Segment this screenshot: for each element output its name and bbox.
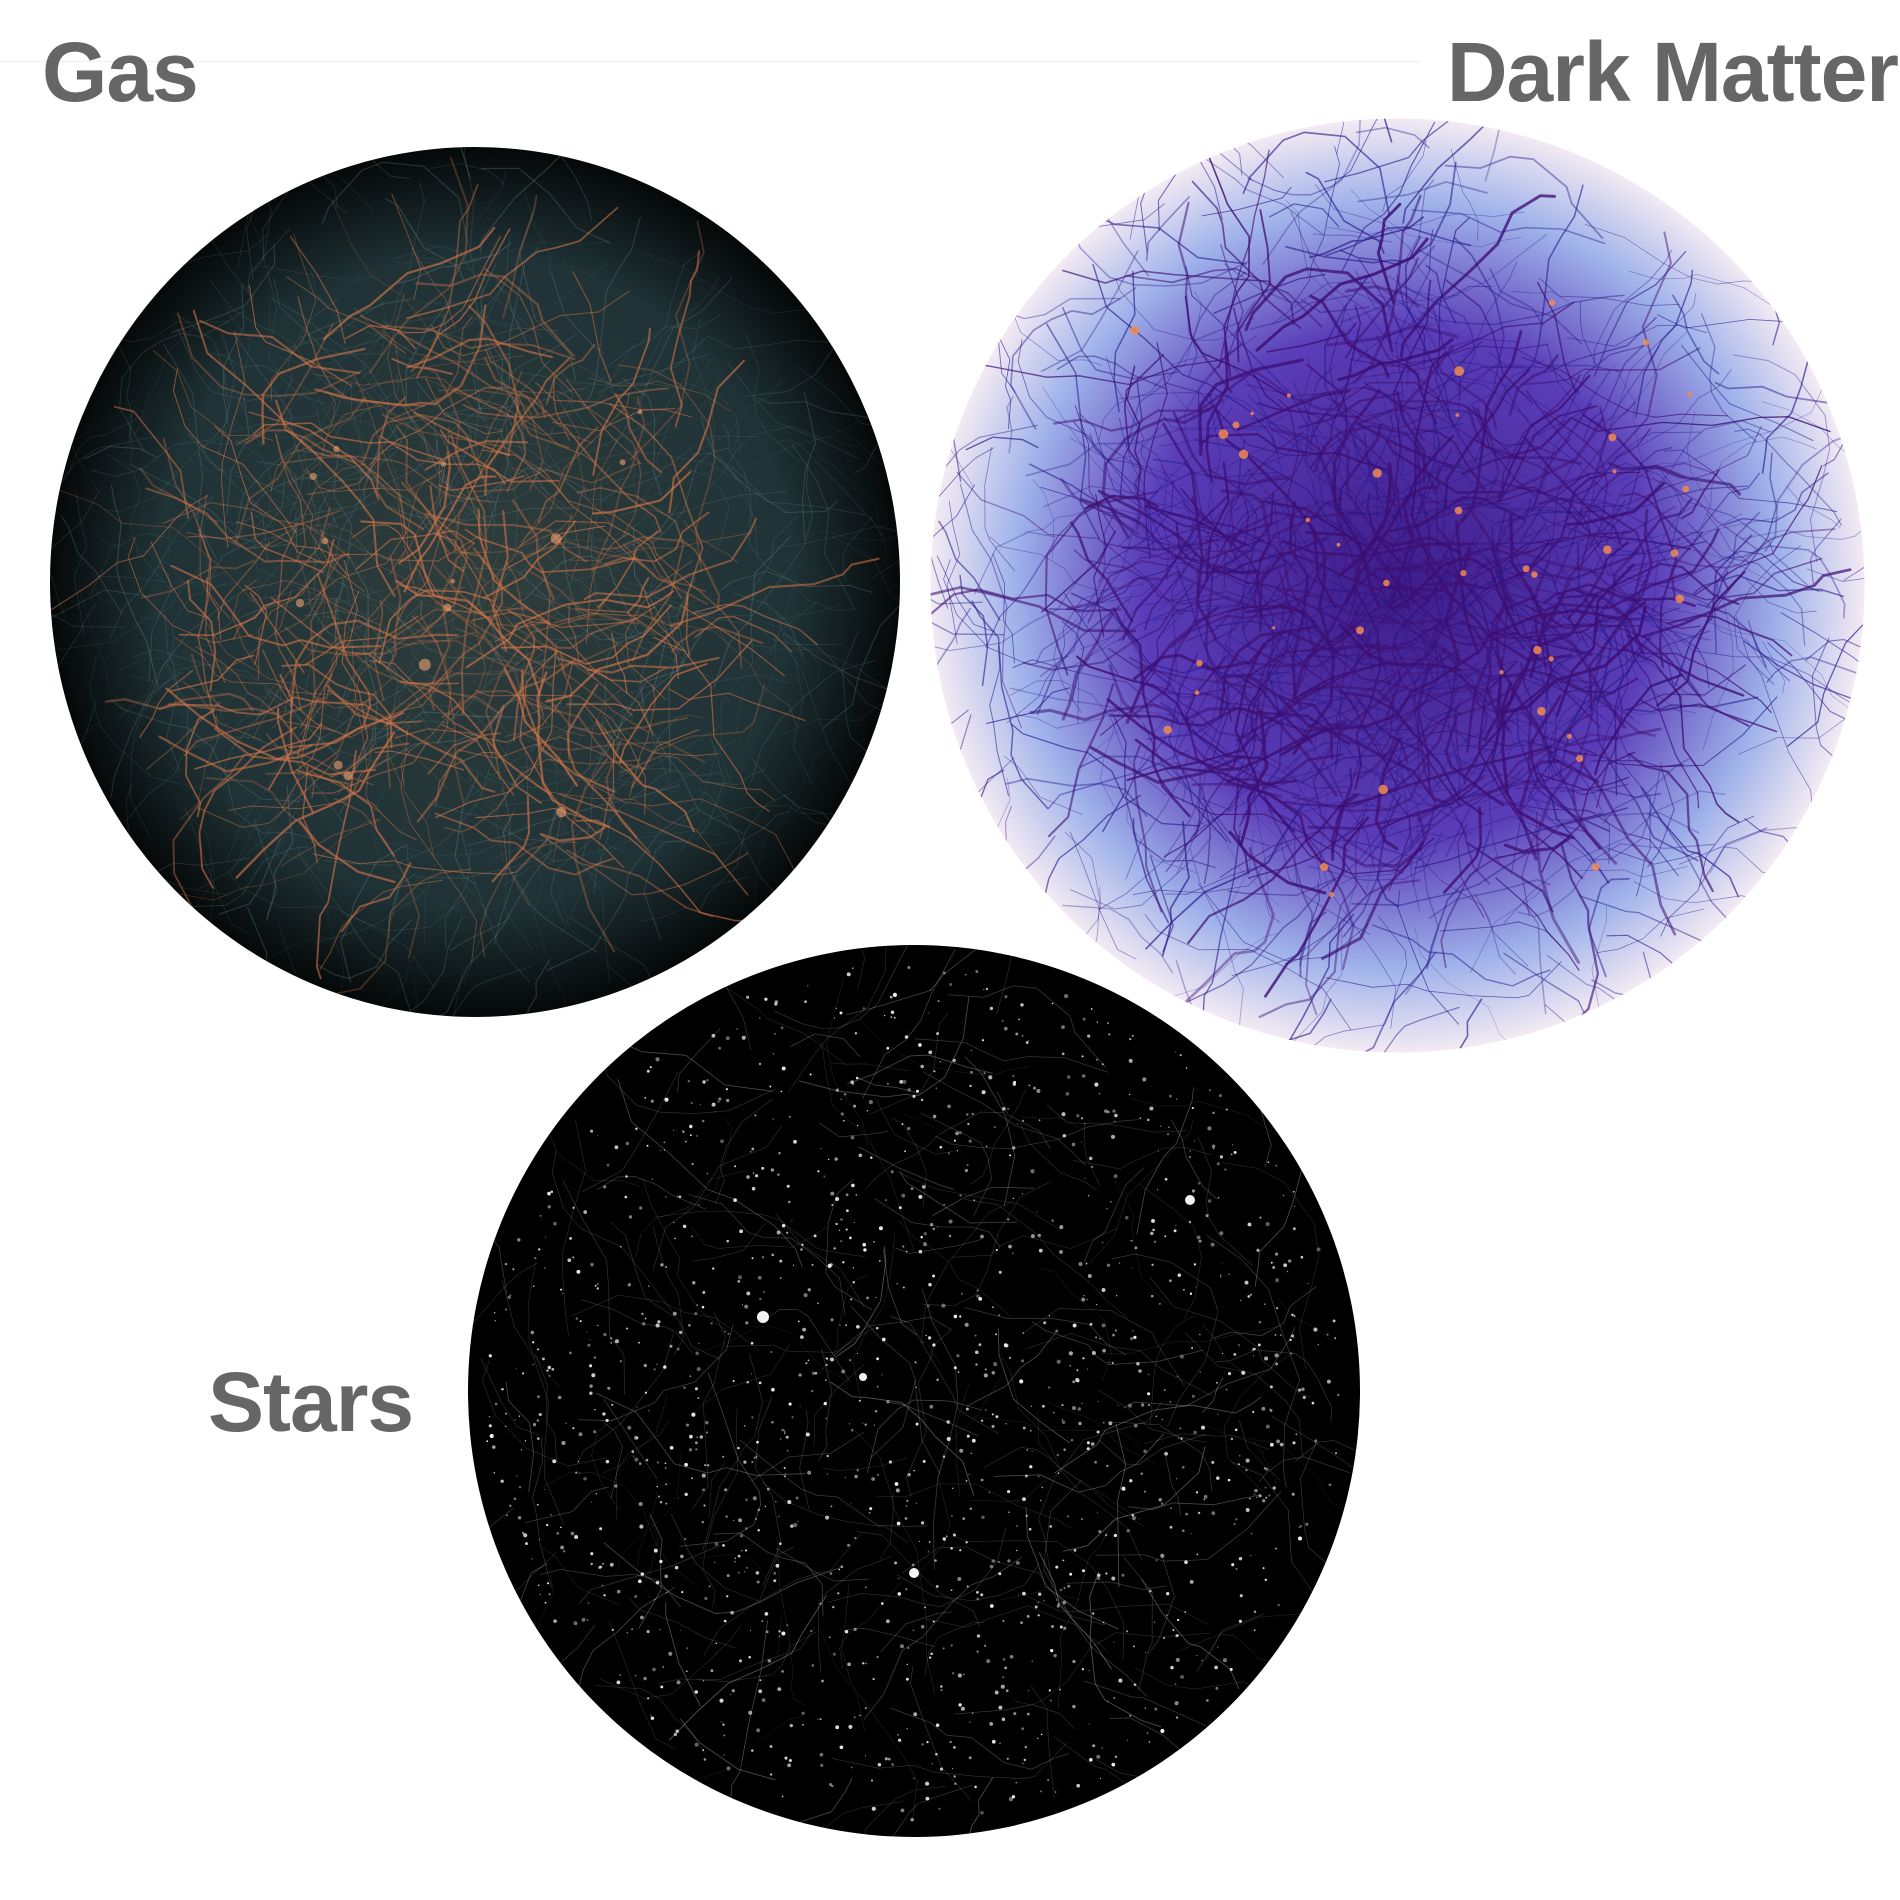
gas-disc-render [50, 147, 900, 1017]
stars-disc-image [468, 945, 1360, 1837]
gas-disc-image [50, 147, 900, 1017]
stars-disc-render [468, 945, 1360, 1837]
dark-matter-disc-render [930, 118, 1865, 1053]
divider-line [0, 61, 1420, 62]
dark-matter-disc-image [930, 118, 1865, 1053]
stars-label: Stars [208, 1355, 414, 1449]
gas-label: Gas [42, 25, 199, 119]
dark-matter-label: Dark Matter [1446, 25, 1899, 119]
